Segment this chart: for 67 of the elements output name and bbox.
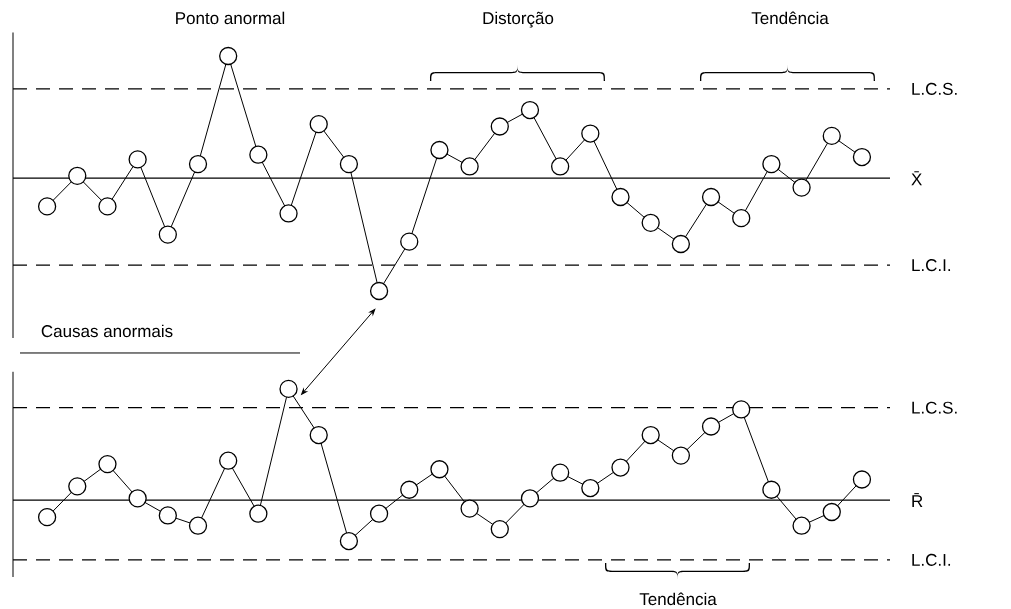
- point: [128, 150, 147, 169]
- point: [671, 234, 691, 254]
- point: [158, 506, 177, 525]
- point: [520, 489, 540, 508]
- point: [460, 157, 479, 176]
- point: [309, 114, 328, 134]
- point: [641, 425, 660, 445]
- point: [37, 507, 57, 527]
- ref-line-label: R̄: [912, 493, 923, 507]
- point: [852, 470, 872, 489]
- text: Distorção: [483, 11, 554, 28]
- point: [701, 417, 721, 436]
- point: [490, 519, 509, 539]
- ref-line-label: L.C.I.: [912, 553, 951, 566]
- point: [701, 187, 721, 207]
- point: [490, 117, 509, 136]
- point: [400, 480, 419, 499]
- point: [98, 197, 117, 216]
- point: [762, 154, 781, 174]
- point: [68, 166, 87, 185]
- text: Tendência: [639, 592, 717, 606]
- point: [279, 379, 298, 399]
- point: [460, 499, 479, 518]
- point: [641, 213, 660, 232]
- point: [732, 208, 751, 228]
- point: [611, 458, 630, 477]
- point: [279, 204, 298, 223]
- point: [219, 451, 238, 470]
- point: [249, 145, 268, 164]
- point: [339, 531, 359, 551]
- point: [611, 187, 630, 207]
- point: [671, 446, 691, 465]
- point: [98, 454, 117, 474]
- point: [158, 225, 177, 244]
- point: [822, 126, 841, 146]
- ref-line-label: L.C.S.: [912, 401, 957, 414]
- point: [520, 100, 540, 120]
- point: [128, 489, 147, 508]
- point: [219, 46, 238, 66]
- point: [188, 154, 208, 174]
- point: [249, 504, 268, 523]
- point: [369, 504, 389, 523]
- point: [792, 178, 811, 197]
- point: [551, 463, 570, 482]
- ref-line-label: L.C.I.: [912, 259, 951, 272]
- point: [339, 154, 359, 174]
- point: [792, 516, 811, 535]
- text: Ponto anormal: [176, 11, 285, 25]
- point: [37, 197, 57, 216]
- ref-line-label: X̄: [911, 171, 922, 186]
- ref-line-label: L.C.S.: [912, 82, 957, 95]
- point: [732, 400, 751, 419]
- point: [430, 460, 449, 479]
- point: [551, 157, 570, 176]
- point: [581, 478, 600, 498]
- point: [309, 425, 328, 445]
- point: [581, 124, 600, 143]
- text: Causas anormais: [41, 324, 173, 338]
- point: [822, 502, 841, 522]
- point: [188, 516, 208, 535]
- point: [68, 477, 87, 496]
- text: Tendência: [751, 11, 829, 25]
- point: [430, 140, 449, 160]
- point: [400, 232, 419, 251]
- point: [852, 147, 872, 167]
- point: [762, 480, 781, 499]
- point: [369, 281, 389, 301]
